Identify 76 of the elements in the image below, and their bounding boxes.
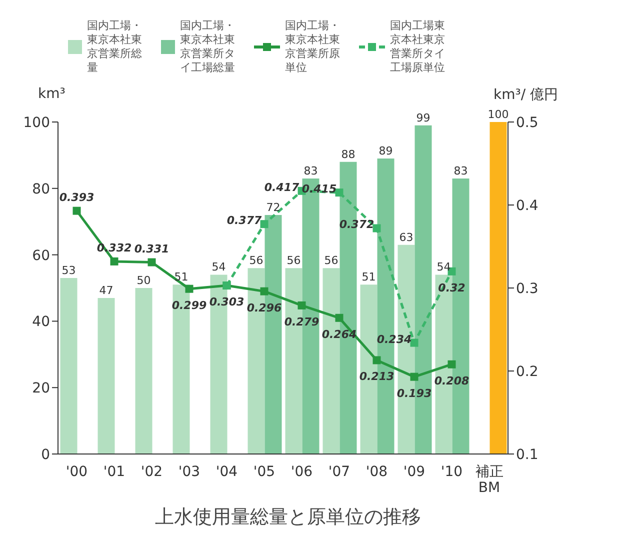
x-tick-label: '09 [403, 464, 426, 480]
x-tick-label: '06 [290, 464, 313, 480]
data-label: 72 [266, 200, 280, 214]
y2-tick-label: 0.2 [516, 364, 538, 380]
data-label: 0.331 [134, 242, 170, 256]
data-label: 0.417 [264, 180, 300, 194]
data-label: 100 [488, 108, 509, 121]
point [298, 301, 306, 310]
text: 上水使用量総量と原単位の推移 [154, 505, 422, 530]
data-label: 89 [378, 144, 393, 158]
data-label: 56 [286, 254, 301, 268]
x-tick-label: '03 [178, 464, 200, 480]
x-tick-label: '10 [440, 464, 463, 480]
y2-tick-label: 0.3 [516, 280, 538, 297]
data-label: 63 [399, 230, 414, 244]
point [410, 372, 418, 381]
data-label: 51 [362, 270, 376, 284]
x-tick-label: '02 [140, 464, 163, 480]
data-label: 54 [212, 260, 226, 274]
point [260, 287, 268, 296]
legend-label: 国内工場・東京本社東京営業所総量 [87, 19, 143, 75]
y-tick-label: 80 [32, 181, 50, 198]
legend-label: 国内工場東京本社東京営業所タイ工場原単位 [390, 19, 446, 75]
point [335, 188, 344, 197]
data-label: 0.208 [434, 374, 470, 388]
y-tick-label: 40 [32, 314, 50, 330]
y2-tick-label: 0.1 [516, 446, 538, 463]
data-label: 0.377 [226, 214, 262, 228]
x-tick-label: '05 [253, 464, 276, 480]
data-label: 83 [304, 164, 318, 178]
data-label: 88 [341, 148, 356, 161]
data-label: 53 [62, 264, 76, 278]
y2-tick-label: 0.4 [516, 198, 538, 214]
point [148, 258, 156, 266]
bar [60, 278, 78, 454]
data-label: 0.213 [359, 370, 394, 384]
data-label: 99 [416, 111, 430, 124]
x-tick-label: '08 [366, 464, 388, 480]
point [448, 360, 456, 368]
x-tick-label: 補正 BM [475, 464, 504, 496]
x-tick-label: '07 [328, 464, 350, 480]
bar [98, 298, 115, 454]
legend-label: 国内工場・東京本社東京営業所原単位 [285, 19, 341, 75]
data-label: 83 [454, 164, 468, 178]
data-label: 0.32 [438, 281, 466, 294]
data-label: 0.279 [284, 315, 320, 328]
data-label: 51 [174, 270, 188, 284]
point [72, 206, 81, 215]
data-label: 54 [436, 260, 451, 274]
y-axis-title: km³ [38, 86, 66, 104]
data-label: 0.296 [246, 301, 282, 314]
data-label: 0.393 [59, 190, 94, 204]
data-label: 0.303 [209, 296, 244, 309]
y-tick-label: 60 [32, 248, 50, 264]
bar [135, 288, 152, 454]
data-label: 56 [324, 254, 338, 268]
point [410, 338, 418, 347]
data-label: 50 [136, 274, 151, 287]
x-tick-label: '01 [103, 464, 126, 480]
data-label: 47 [99, 284, 114, 297]
y-tick-label: 0 [41, 446, 50, 463]
y2-tick-label: 0.5 [516, 114, 538, 131]
legend-label: 国内工場・東京本社東京営業所タイ工場総量 [180, 19, 236, 75]
y2-axis-title: km³/ 億円 [493, 86, 558, 104]
x-tick-label: '00 [66, 464, 88, 480]
x-tick-label: '04 [216, 464, 238, 480]
point [372, 356, 381, 364]
y-tick-label: 20 [32, 380, 50, 397]
point [110, 257, 118, 266]
point [372, 224, 381, 232]
y-tick-label: 100 [23, 114, 50, 131]
data-label: 0.299 [172, 298, 207, 312]
data-label: 0.193 [396, 386, 432, 400]
data-label: 56 [249, 254, 264, 268]
point [335, 314, 344, 322]
point [185, 284, 194, 293]
